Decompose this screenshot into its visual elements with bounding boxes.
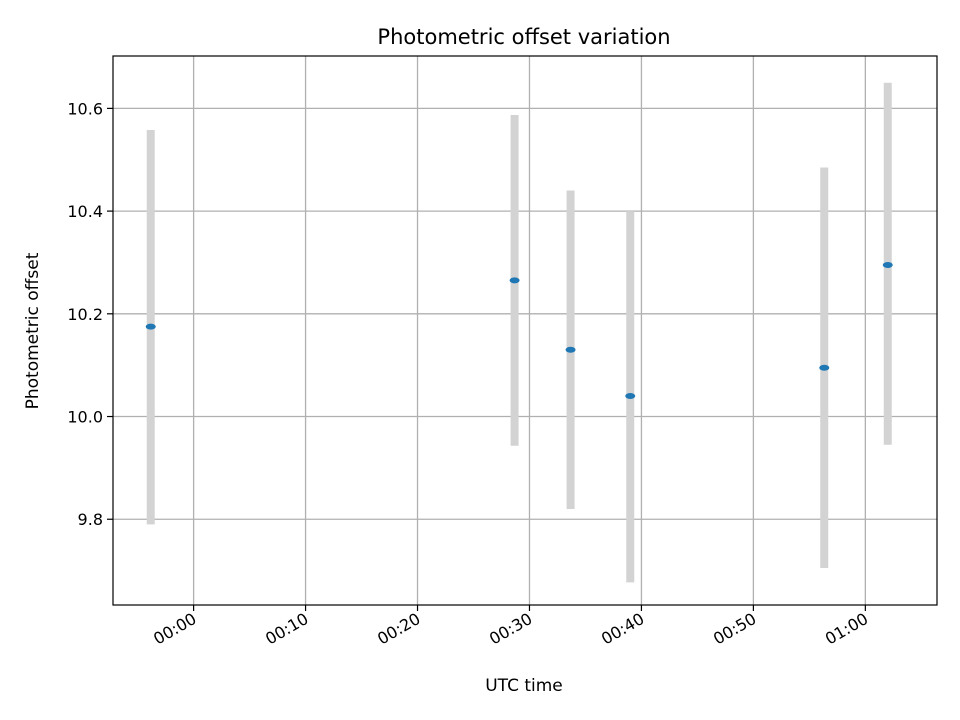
data-points [145,262,893,399]
y-tick-label: 10.4 [67,202,103,221]
grid [113,56,937,605]
y-tick-label: 10.6 [67,99,103,118]
y-tick-label: 10.0 [67,408,103,427]
data-point [565,346,576,353]
y-tick-label: 9.8 [78,510,103,529]
data-point [509,277,520,284]
y-axis: 9.8 10.0 10.2 10.4 10.6 [67,99,113,529]
data-point [145,323,156,330]
data-point [819,364,830,371]
data-point [882,262,893,269]
data-point [625,392,636,399]
chart-title: Photometric offset variation [377,25,670,49]
plot-frame [112,55,938,606]
y-tick-label: 10.2 [67,305,103,324]
y-axis-title: Photometric offset [23,252,43,409]
x-axis-title: UTC time [485,676,563,696]
